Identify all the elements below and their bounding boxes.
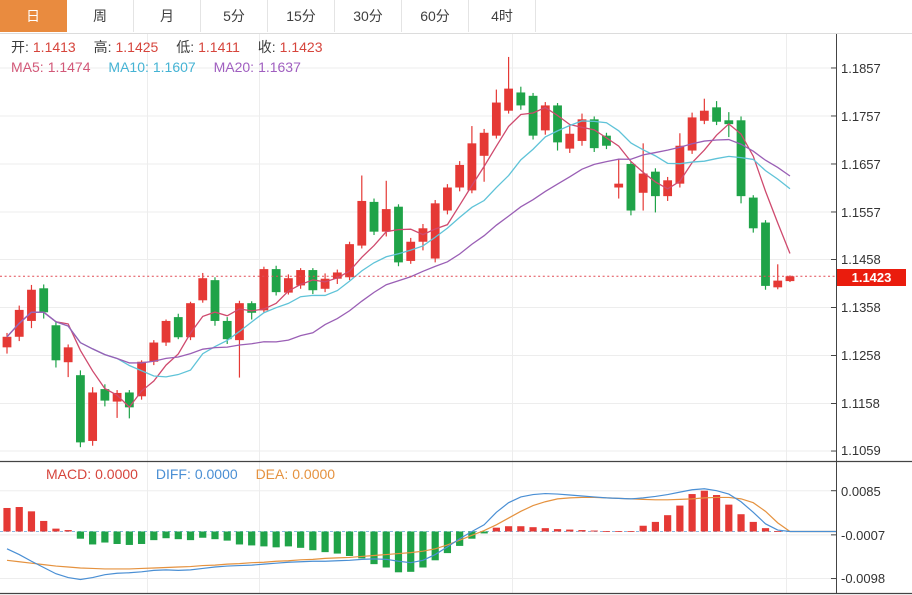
diff-value: 0.0000 bbox=[194, 466, 238, 482]
ma-legend: MA5: 1.1474 MA10: 1.1607 MA20: 1.1637 bbox=[11, 59, 305, 75]
high-value: 1.1425 bbox=[115, 39, 159, 55]
timeframe-tabs: 日 周 月 5分 15分 30分 60分 4时 bbox=[0, 0, 912, 34]
ma5-value: 1.1474 bbox=[47, 59, 91, 75]
price-axis-tick: 1.1657 bbox=[841, 157, 881, 172]
price-axis-tick: 1.1358 bbox=[841, 300, 881, 315]
tab-15min[interactable]: 15分 bbox=[268, 0, 335, 32]
low-label: 低: bbox=[176, 39, 195, 55]
dea-label: DEA: bbox=[255, 466, 289, 482]
tab-week[interactable]: 周 bbox=[67, 0, 134, 32]
tab-30min[interactable]: 30分 bbox=[335, 0, 402, 32]
close-label: 收: bbox=[257, 39, 276, 55]
price-axis-tick: 1.1458 bbox=[841, 252, 881, 267]
low-value: 1.1411 bbox=[198, 39, 240, 55]
macd-axis-tick: -0.0098 bbox=[841, 571, 886, 586]
price-axis-tick: 1.1258 bbox=[841, 348, 881, 363]
price-axis-tick: 1.1857 bbox=[841, 61, 881, 76]
macd-label: MACD: bbox=[46, 466, 92, 482]
price-axis-tick: 1.1059 bbox=[841, 443, 881, 458]
tab-60min[interactable]: 60分 bbox=[402, 0, 469, 32]
price-axis-tick: 1.1757 bbox=[841, 109, 881, 124]
open-label: 开: bbox=[11, 39, 29, 55]
open-value: 1.1413 bbox=[32, 39, 76, 55]
diff-label: DIFF: bbox=[155, 466, 191, 482]
macd-axis-tick: 0.0085 bbox=[841, 484, 881, 499]
tab-month[interactable]: 月 bbox=[134, 0, 201, 32]
ma10-label: MA10: bbox=[108, 59, 149, 75]
macd-legend: MACD: 0.0000 DIFF: 0.0000 DEA: 0.0000 bbox=[46, 466, 339, 482]
ma20-value: 1.1637 bbox=[258, 59, 301, 75]
ma10-value: 1.1607 bbox=[152, 59, 196, 75]
dea-value: 0.0000 bbox=[292, 466, 336, 482]
price-axis-tick: 1.1557 bbox=[841, 205, 881, 220]
tab-5min[interactable]: 5分 bbox=[201, 0, 268, 32]
close-value: 1.1423 bbox=[279, 39, 323, 55]
high-label: 高: bbox=[93, 39, 112, 55]
macd-value: 0.0000 bbox=[95, 466, 138, 482]
price-axis-tick: 1.1158 bbox=[841, 396, 880, 411]
tab-4hour[interactable]: 4时 bbox=[469, 0, 536, 32]
ma5-label: MA5: bbox=[11, 59, 44, 75]
macd-axis-tick: -0.0007 bbox=[841, 528, 886, 543]
ma20-label: MA20: bbox=[213, 59, 255, 75]
tab-day[interactable]: 日 bbox=[0, 0, 67, 32]
last-price-tag: 1.1423 bbox=[837, 269, 906, 286]
quote-bar: 开: 1.1413 高: 1.1425 低: 1.1411 收: 1.1423 bbox=[11, 37, 327, 57]
